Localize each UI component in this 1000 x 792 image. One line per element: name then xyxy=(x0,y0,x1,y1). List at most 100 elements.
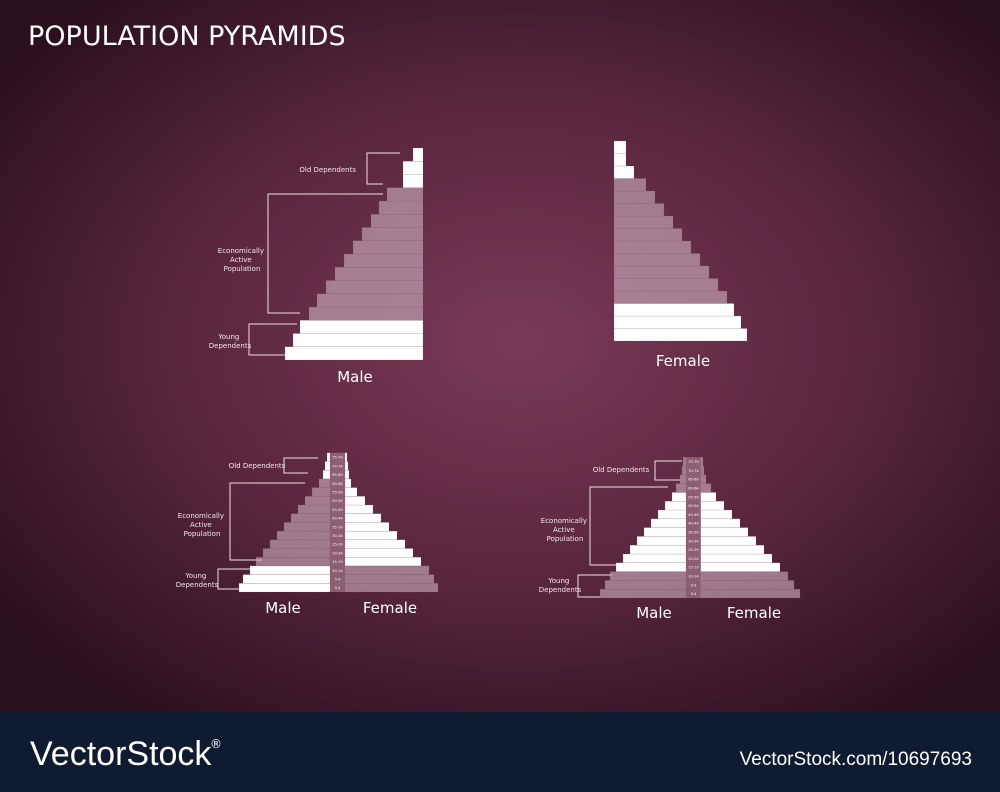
age-label: 10-14 xyxy=(688,575,699,579)
age-label: 70-74 xyxy=(332,464,343,468)
footer xyxy=(0,712,1000,792)
bracket xyxy=(589,486,668,566)
pyramid-shapes: 0-4 5-9 10-14 15-19 20-24 25-29 30-34 35-39 40-4… xyxy=(238,140,801,599)
age-bar xyxy=(308,306,424,321)
age-bar xyxy=(613,303,735,317)
age-bar xyxy=(386,187,424,202)
age-bar xyxy=(283,522,331,532)
age-bar xyxy=(344,452,348,462)
line: Active xyxy=(230,256,252,264)
label: Male xyxy=(636,604,672,622)
age-bar xyxy=(344,496,366,506)
age-bar xyxy=(613,228,683,242)
age-bar xyxy=(613,265,710,279)
age-bar xyxy=(609,571,687,581)
age-bar xyxy=(699,483,712,493)
age-bar xyxy=(613,240,692,254)
age-column xyxy=(330,452,345,592)
annotations: Old Dependents Economically Active Popul… xyxy=(209,152,400,356)
label: Female xyxy=(727,604,781,622)
age-bar xyxy=(636,536,687,546)
age-label: 25-29 xyxy=(332,543,343,547)
age-bar xyxy=(322,469,331,480)
age-bar xyxy=(402,174,424,188)
age-label: 0-4 xyxy=(691,592,698,596)
age-bar xyxy=(292,333,424,347)
old-dependents: Old Dependents xyxy=(299,166,356,174)
age-bar xyxy=(699,553,773,564)
age-bar xyxy=(699,536,757,546)
young-dependents: Young Dependents xyxy=(209,333,252,350)
age-label: 45-49 xyxy=(332,508,343,512)
annotations: Old Dependents Economically Active Popul… xyxy=(176,457,318,590)
bracket xyxy=(654,460,682,481)
bracket xyxy=(366,152,400,185)
age-bar xyxy=(613,328,748,342)
age-bar xyxy=(643,527,687,537)
age-bar xyxy=(699,527,749,537)
age-bar xyxy=(326,452,331,462)
bracket xyxy=(248,323,297,356)
age-bar xyxy=(613,203,665,217)
old-dependents: Old Dependents xyxy=(229,462,286,470)
line: Population xyxy=(547,535,584,543)
young-dependents: Young Dependents xyxy=(176,572,219,589)
age-bar xyxy=(290,513,331,523)
line: Dependents xyxy=(209,342,252,350)
age-label: 30-34 xyxy=(332,534,343,538)
age-bar xyxy=(344,478,352,488)
age-bar xyxy=(344,565,430,575)
line: Young xyxy=(217,333,239,341)
age-label: 5-9 xyxy=(335,577,342,581)
url: VectorStock.com/10697693 xyxy=(740,749,972,770)
age-bar xyxy=(344,461,349,471)
age-bar xyxy=(352,240,424,255)
age-bar xyxy=(334,267,424,281)
age-bar xyxy=(325,280,424,294)
young-dependents: Young Dependents xyxy=(539,577,582,594)
age-bar xyxy=(613,165,635,179)
age-bar xyxy=(682,456,687,467)
age-label: 15-19 xyxy=(688,566,699,570)
label: Male xyxy=(337,368,373,386)
age-bar xyxy=(344,548,414,558)
age-bar xyxy=(699,492,717,502)
age-bar xyxy=(650,518,687,528)
line: Population xyxy=(224,265,261,273)
age-label: 35-39 xyxy=(688,531,699,535)
age-label: 30-34 xyxy=(688,539,699,543)
age-bar xyxy=(344,556,422,567)
line: Active xyxy=(553,526,575,534)
age-bar xyxy=(402,161,424,175)
age-bar xyxy=(361,227,424,241)
age-bar xyxy=(629,544,687,555)
title: POPULATION PYRAMIDS xyxy=(28,21,346,52)
age-label: 65-69 xyxy=(688,478,699,482)
age-label: 20-24 xyxy=(332,551,343,555)
age-bar xyxy=(299,320,424,334)
age-label: 40-44 xyxy=(688,522,699,526)
label: Male xyxy=(265,599,301,617)
age-bar xyxy=(316,293,424,308)
age-bar xyxy=(242,574,331,584)
age-bar xyxy=(343,253,424,268)
age-bar xyxy=(262,548,331,558)
active-population: Economically Active Population xyxy=(178,512,226,538)
background xyxy=(0,0,1000,712)
age-bar xyxy=(699,580,795,590)
age-bar xyxy=(699,544,765,555)
age-bar xyxy=(344,574,435,584)
age-bar xyxy=(344,539,406,549)
age-bar xyxy=(370,214,424,228)
bracket xyxy=(267,193,383,314)
age-bar xyxy=(378,200,424,215)
age-bar xyxy=(297,504,331,514)
age-label: 65-69 xyxy=(332,473,343,477)
age-bar xyxy=(699,509,733,520)
age-label: 70-74 xyxy=(688,469,699,473)
age-bar xyxy=(613,190,656,204)
age-label: 15-19 xyxy=(332,560,343,564)
line: Young xyxy=(547,577,569,585)
age-bar xyxy=(604,580,687,590)
line: Dependents xyxy=(539,586,582,594)
